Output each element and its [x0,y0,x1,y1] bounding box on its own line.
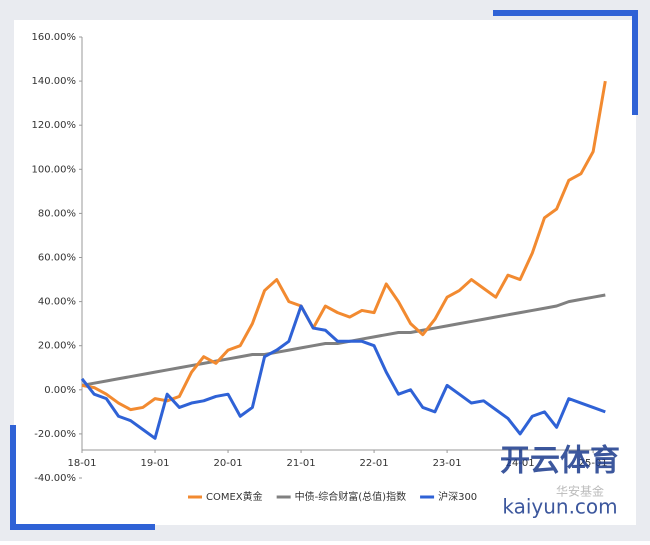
x-tick-label: 25-01 [579,458,608,469]
y-tick-label: -20.00% [34,429,76,440]
y-tick-label: 160.00% [32,32,77,43]
corner-bar [10,524,155,530]
y-tick-label: 20.00% [38,341,76,352]
legend-label: 中债-综合财富(总值)指数 [295,490,406,503]
watermark-fund: 华安基金 [556,484,604,499]
x-tick-label: 20-01 [214,458,243,469]
x-tick-label: 22-01 [360,458,389,469]
y-tick-label: 60.00% [38,253,76,264]
panel [14,20,636,525]
legend-label: COMEX黄金 [206,490,263,503]
x-tick-label: 19-01 [140,458,169,469]
y-tick-label: 100.00% [32,164,77,175]
series-line [80,304,606,440]
series-line [81,80,607,412]
y-tick-label: 140.00% [32,76,77,87]
x-tick-label: 21-01 [287,458,316,469]
corner-bar [493,10,638,16]
x-tick-label: 18-01 [67,458,96,469]
watermark-url: kaiyun.com [502,495,617,519]
plot: -40.00% -20.00% 0.00% 20.00% 40.00% 60.00% 80.… [32,32,612,503]
legend-label: 沪深300 [438,490,477,503]
y-tick-label: 0.00% [44,385,76,396]
y-tick-label: 120.00% [32,120,77,131]
x-tick-label: 23-01 [433,458,462,469]
y-tick-label: -40.00% [34,473,76,484]
y-tick-label: 80.00% [38,208,76,219]
corner-bar [632,10,638,115]
corner-bar [10,425,16,530]
x-tick-label: 24-01 [506,458,535,469]
y-tick-label: 40.00% [38,297,76,308]
watermark-brand: 开云体育 [500,444,620,479]
